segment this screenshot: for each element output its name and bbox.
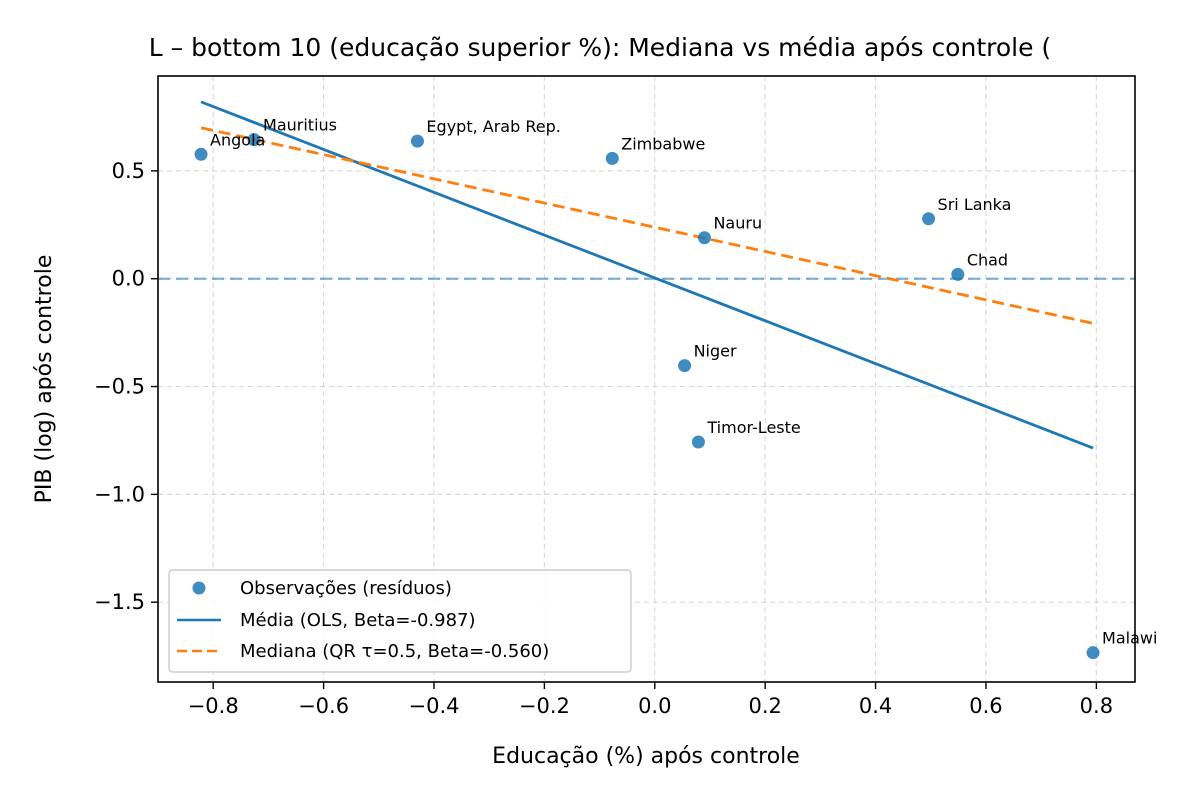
x-tick-label: −0.4 — [408, 694, 459, 718]
point-label: Zimbabwe — [621, 134, 705, 153]
y-tick-label: −0.5 — [94, 375, 145, 399]
y-tick-label: 0.5 — [112, 159, 145, 183]
x-axis-label: Educação (%) após controle — [492, 744, 800, 769]
point-label: Malawi — [1102, 629, 1157, 648]
point-label: Timor-Leste — [706, 418, 800, 437]
legend: Observações (resíduos) Média (OLS, Beta=… — [168, 569, 632, 673]
point-label: Egypt, Arab Rep. — [426, 117, 560, 136]
y-axis: 0.5 0.0 −0.5 −1.0 −1.5 — [94, 159, 158, 614]
y-tick-label: −1.0 — [94, 482, 145, 506]
x-tick-label: −0.2 — [519, 694, 570, 718]
y-tick-label: 0.0 — [112, 267, 145, 291]
legend-label-ols: Média (OLS, Beta=-0.987) — [240, 610, 476, 631]
data-point — [194, 147, 208, 161]
x-tick-label: −0.8 — [188, 694, 239, 718]
point-label: Chad — [967, 250, 1008, 269]
point-label: Niger — [694, 342, 737, 361]
legend-label-observations: Observações (resíduos) — [240, 578, 452, 599]
legend-box — [168, 569, 632, 673]
plot-frame — [157, 75, 1136, 683]
y-axis-label: PIB (log) após controle — [32, 255, 57, 504]
data-point — [697, 231, 711, 245]
x-tick-label: −0.6 — [298, 694, 349, 718]
x-axis: −0.8 −0.6 −0.4 −0.2 0.0 0.2 0.4 0.6 0.8 — [188, 682, 1113, 718]
legend-label-qr: Mediana (QR τ=0.5, Beta=-0.560) — [240, 641, 549, 662]
median-regression-line — [200, 126, 1094, 325]
data-point — [410, 134, 424, 148]
data-point — [678, 359, 692, 373]
legend-marker-observations — [192, 581, 206, 595]
point-label: Mauritius — [263, 116, 337, 135]
x-tick-label: 0.0 — [638, 694, 671, 718]
fit-lines — [200, 100, 1094, 450]
data-point — [605, 151, 619, 165]
data-point — [951, 267, 965, 281]
data-point — [691, 435, 705, 449]
x-tick-label: 0.6 — [969, 694, 1002, 718]
point-label: Angola — [210, 130, 265, 149]
data-point — [1086, 646, 1100, 660]
x-tick-label: 0.8 — [1080, 694, 1113, 718]
point-label: Nauru — [713, 214, 762, 233]
y-tick-label: −1.5 — [94, 590, 145, 614]
data-point — [247, 133, 261, 147]
data-point — [922, 212, 936, 226]
x-tick-label: 0.2 — [748, 694, 781, 718]
point-label: Sri Lanka — [938, 195, 1012, 214]
points — [194, 133, 1100, 660]
chart-title: L – bottom 10 (educação superior %): Med… — [149, 33, 1051, 62]
x-tick-label: 0.4 — [859, 694, 892, 718]
